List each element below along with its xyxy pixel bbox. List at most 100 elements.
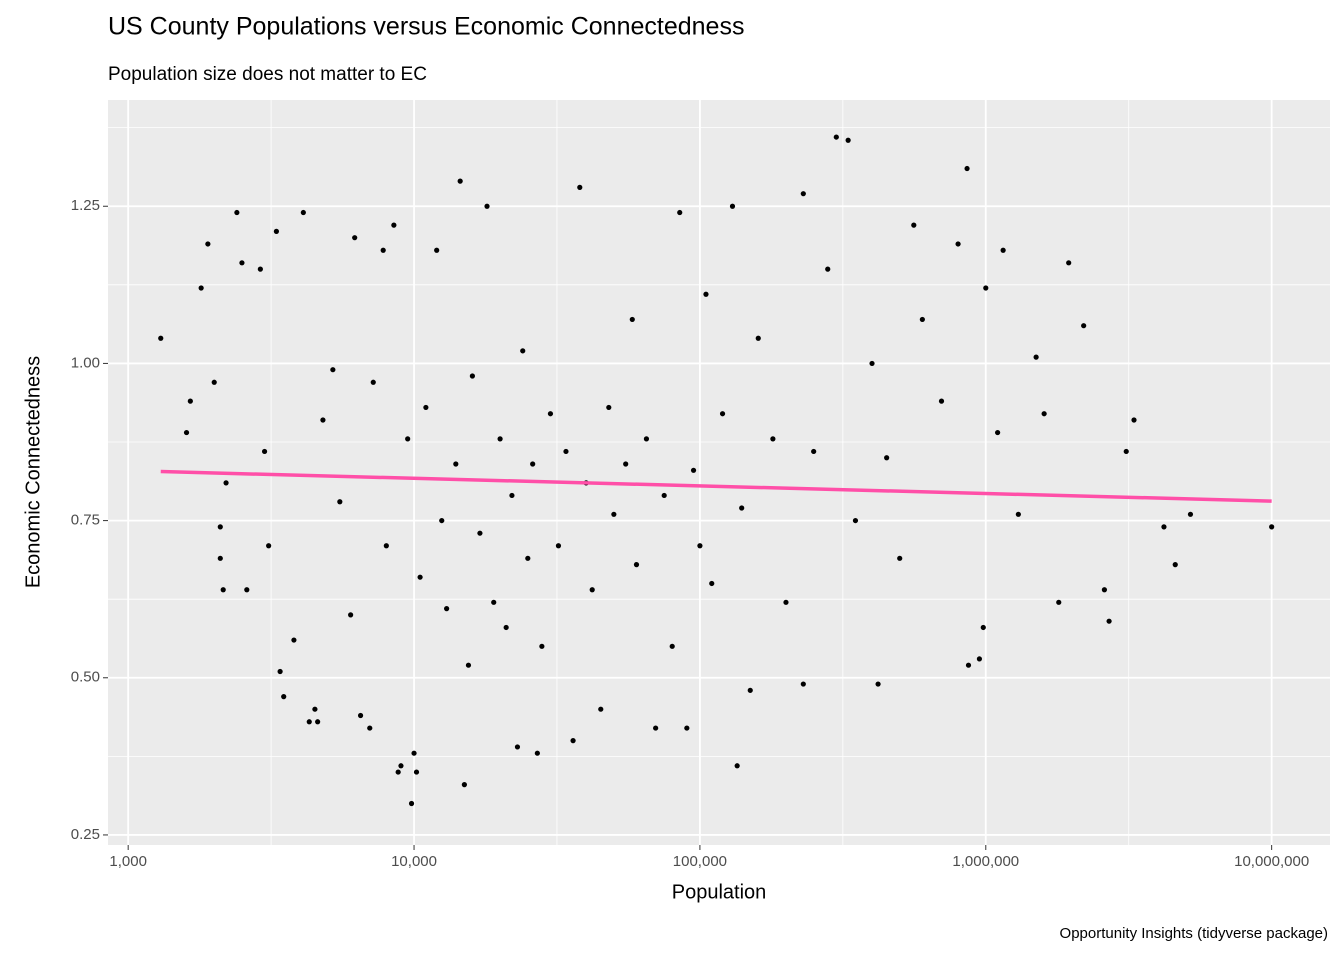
point	[570, 738, 576, 744]
point	[1041, 411, 1047, 417]
point	[709, 580, 715, 587]
point	[661, 492, 667, 499]
chart-title: US County Populations versus Economic Co…	[108, 13, 744, 41]
point	[217, 555, 223, 561]
point	[257, 266, 263, 272]
point	[514, 744, 521, 750]
point	[703, 291, 709, 297]
point	[158, 335, 164, 341]
point	[1131, 417, 1137, 423]
point	[411, 750, 417, 756]
point	[539, 643, 545, 649]
point	[852, 517, 859, 524]
point	[370, 379, 376, 385]
point	[811, 448, 817, 455]
caption: Opportunity Insights (tidyverse package)	[1060, 925, 1328, 942]
point	[1101, 587, 1108, 593]
point	[534, 750, 540, 756]
x-tick-label: 10,000,000	[1234, 853, 1309, 870]
point	[995, 429, 1001, 436]
point	[223, 480, 229, 486]
point	[497, 436, 503, 442]
point	[669, 643, 675, 649]
point	[525, 555, 531, 561]
point	[244, 587, 250, 593]
point	[477, 530, 483, 536]
point	[983, 285, 989, 291]
point	[461, 782, 467, 788]
point	[320, 417, 326, 423]
y-tick-label: 0.25	[71, 826, 100, 843]
point	[484, 203, 490, 209]
point	[315, 719, 321, 725]
x-tick-label: 100,000	[673, 853, 727, 870]
point	[629, 316, 635, 323]
point	[938, 398, 945, 404]
point	[520, 348, 526, 354]
point	[747, 687, 753, 693]
point	[653, 725, 659, 731]
chart-subtitle: Population size does not matter to EC	[108, 64, 427, 85]
point	[395, 769, 401, 775]
point	[964, 165, 970, 172]
point	[875, 681, 881, 687]
point	[1056, 599, 1062, 605]
y-tick-label: 1.25	[71, 197, 100, 214]
point	[755, 335, 761, 341]
point	[770, 436, 776, 442]
point	[439, 517, 445, 524]
point	[1123, 448, 1129, 455]
y-tick-label: 1.00	[71, 354, 100, 371]
point	[1066, 260, 1072, 266]
point	[955, 241, 961, 247]
point	[337, 499, 343, 505]
x-axis-label: Population	[672, 881, 767, 903]
point	[187, 398, 193, 404]
point	[413, 769, 420, 775]
point	[1106, 618, 1112, 624]
point	[530, 461, 536, 467]
point	[306, 719, 312, 725]
point	[217, 524, 223, 530]
point	[825, 266, 831, 272]
point	[234, 209, 240, 216]
point	[884, 455, 890, 461]
point	[391, 222, 397, 228]
point	[380, 247, 386, 253]
point	[273, 228, 280, 234]
point	[261, 448, 268, 455]
point	[697, 543, 703, 549]
point	[611, 511, 617, 517]
point	[291, 637, 297, 643]
point	[897, 555, 903, 561]
point	[734, 763, 740, 769]
point	[312, 706, 318, 712]
point	[417, 574, 423, 580]
point	[911, 222, 917, 228]
point	[1161, 524, 1167, 530]
point	[606, 404, 612, 411]
point	[833, 134, 839, 140]
point	[690, 467, 697, 473]
point	[1033, 354, 1039, 360]
point	[198, 285, 204, 291]
point	[367, 725, 373, 731]
point	[563, 448, 569, 455]
point	[503, 624, 509, 631]
point	[869, 360, 875, 367]
point	[352, 235, 358, 241]
point	[555, 543, 562, 549]
point	[405, 436, 411, 442]
point	[444, 606, 450, 612]
point	[643, 436, 650, 442]
point	[800, 191, 806, 197]
point	[623, 461, 629, 467]
point	[1081, 323, 1087, 329]
point	[457, 178, 463, 184]
point	[845, 137, 851, 143]
point	[300, 209, 306, 216]
point	[547, 411, 554, 417]
point	[277, 668, 283, 675]
point	[589, 587, 595, 593]
point	[357, 712, 364, 719]
